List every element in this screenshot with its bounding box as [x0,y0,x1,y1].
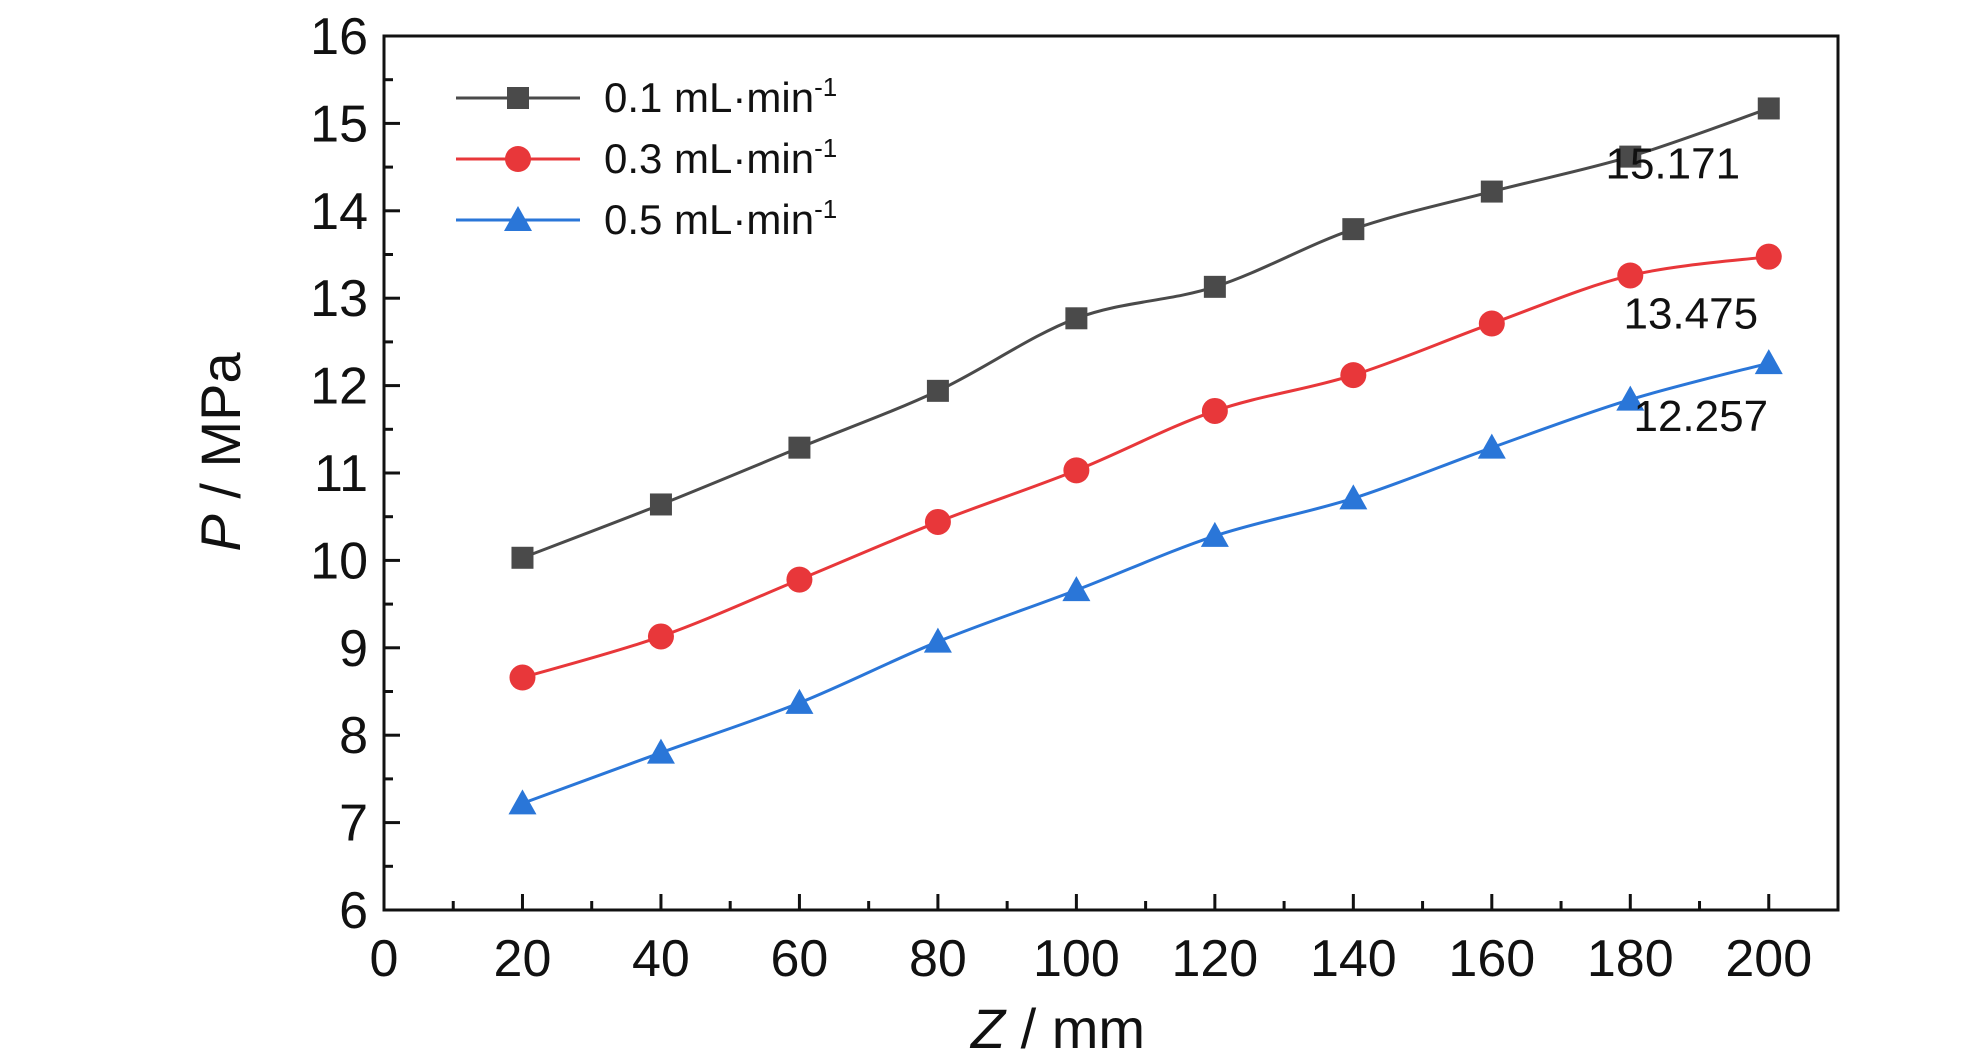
data-point-series-0 [788,436,811,459]
data-point-series-2 [1200,521,1229,547]
x-tick-label: 60 [771,930,829,988]
legend-label-superscript: -1 [814,194,837,224]
svg-text:Z / mm: Z / mm [969,997,1145,1060]
x-tick-label: 120 [1171,930,1258,988]
series-lines [521,107,1770,805]
end-value-annotations: 15.171 13.475 12.257 [1605,139,1768,441]
y-axis-title: P / MPa [189,352,252,552]
legend-marker-1 [505,146,531,172]
data-point-series-1 [1340,362,1367,389]
y-tick-label: 16 [310,8,368,66]
data-point-series-0 [1480,180,1503,203]
end-value-label-2: 12.257 [1633,392,1768,441]
data-point-series-0 [1757,97,1780,120]
data-point-series-2 [1339,484,1368,510]
data-point-series-2 [646,738,675,764]
data-point-series-1 [509,664,536,691]
data-point-series-1 [1201,397,1228,424]
data-point-series-0 [1342,218,1365,241]
legend-label-text: 0.1 mL·min [604,74,814,121]
legend: 0.1 mL·min-10.3 mL·min-10.5 mL·min-1 [456,72,837,243]
data-point-series-2 [508,789,537,815]
data-point-series-1 [1755,243,1782,270]
legend-marker-2 [504,206,532,231]
x-tick-label: 160 [1448,930,1535,988]
x-axis-variable: Z [969,997,1007,1060]
y-tick-label: 15 [310,95,368,153]
x-tick-label: 200 [1725,930,1812,988]
x-tick-label: 80 [909,930,967,988]
x-tick-label: 0 [370,930,399,988]
end-value-label-1: 13.475 [1623,290,1758,339]
data-point-series-2 [1616,385,1645,411]
x-tick-label: 20 [494,930,552,988]
y-tick-label: 14 [310,183,368,241]
legend-label-text: 0.3 mL·min [604,135,814,182]
y-tick-label: 12 [310,358,368,416]
data-point-series-0 [1203,275,1226,298]
y-axis-unit: / MPa [189,352,252,515]
data-point-series-1 [1063,457,1090,484]
data-point-series-0 [1065,307,1088,330]
data-point-series-2 [1062,576,1091,602]
y-tick-label: 8 [339,707,368,765]
data-point-series-0 [649,493,672,516]
svg-text:P / MPa: P / MPa [189,352,252,552]
series-line-1 [522,255,1769,679]
data-point-series-0 [511,546,534,569]
legend-label-superscript: -1 [814,72,837,102]
legend-label-superscript: -1 [814,133,837,163]
end-value-label-0: 15.171 [1605,139,1740,188]
y-tick-label: 10 [310,532,368,590]
series-line-0 [521,107,1770,560]
y-tick-label: 9 [339,620,368,678]
y-tick-label: 11 [314,445,368,503]
y-tick-label: 6 [339,882,368,940]
data-point-series-1 [924,508,951,535]
y-tick-label: 7 [339,795,368,853]
data-point-series-2 [785,688,814,714]
legend-label-1: 0.3 mL·min-1 [604,133,837,182]
data-point-series-1 [1617,262,1644,289]
series-markers [508,97,1783,815]
y-tick-label: 13 [310,270,368,328]
x-tick-label: 140 [1310,930,1397,988]
legend-label-text: 0.5 mL·min [604,196,814,243]
data-point-series-2 [923,627,952,653]
axis-ticks: 0 20 40 60 80 100 120 140 160 180 200 6 7 8 9 10 11 12 13 1… [310,8,1812,988]
x-tick-label: 180 [1587,930,1674,988]
x-tick-label: 40 [632,930,690,988]
legend-label-0: 0.1 mL·min-1 [604,72,837,121]
data-point-series-1 [786,566,813,593]
data-point-series-2 [1754,349,1783,375]
data-point-series-0 [926,379,949,402]
y-axis-variable: P [189,514,252,551]
data-point-series-1 [647,623,674,650]
x-axis-title: Z / mm [969,997,1145,1060]
data-point-series-2 [1477,433,1506,459]
legend-marker-0 [507,87,529,109]
x-tick-label: 100 [1033,930,1120,988]
legend-label-2: 0.5 mL·min-1 [604,194,837,243]
data-point-series-1 [1478,310,1505,337]
data-point-series-0 [1619,145,1642,168]
x-axis-unit: / mm [1005,997,1145,1060]
series-line-2 [521,361,1770,805]
